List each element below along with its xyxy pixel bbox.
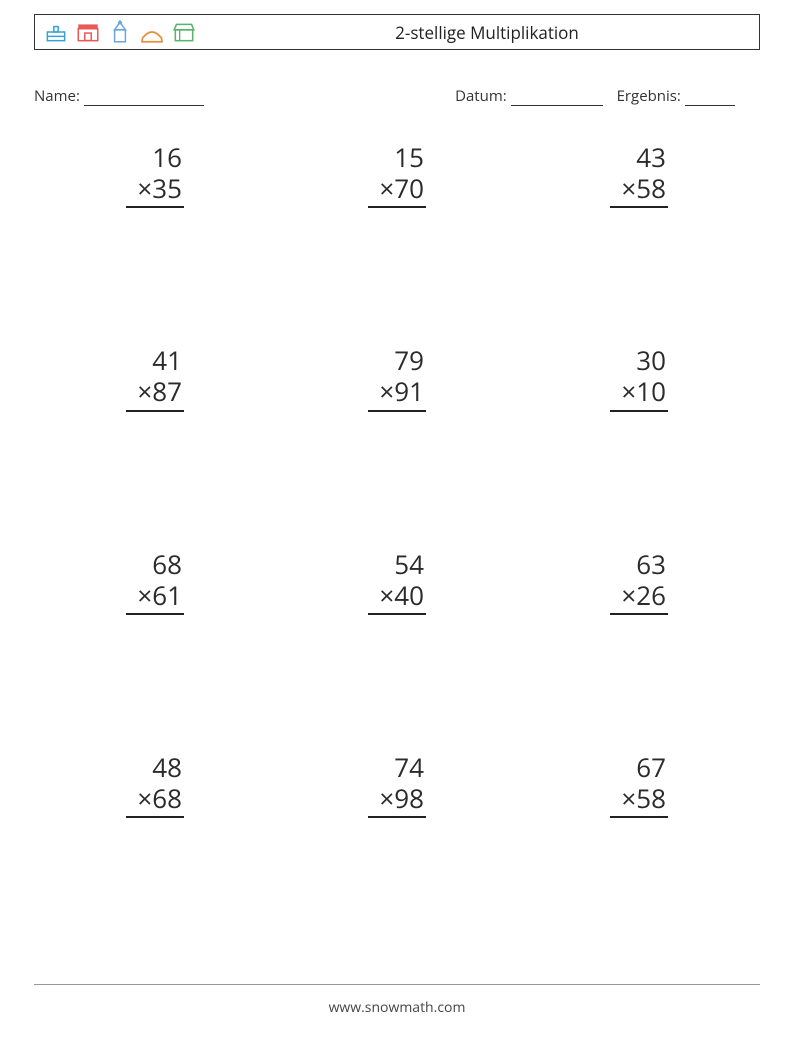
- problems-grid: 16×3515×7043×5841×8779×9130×1068×6154×40…: [34, 130, 760, 943]
- operator: ×: [379, 170, 394, 206]
- multiplicand: 43: [610, 142, 668, 173]
- multiplication-problem: 16×35: [126, 142, 184, 208]
- multiplier: 10: [636, 373, 666, 409]
- problem-cell: 79×91: [276, 333, 518, 536]
- multiplier-row: ×68: [126, 783, 184, 818]
- problem-cell: 16×35: [34, 130, 276, 333]
- problem-cell: 43×58: [518, 130, 760, 333]
- name-label: Name:: [34, 86, 80, 106]
- multiplier-row: ×61: [126, 580, 184, 615]
- problem-cell: 67×58: [518, 740, 760, 943]
- operator: ×: [621, 780, 636, 816]
- operator: ×: [379, 373, 394, 409]
- meta-result: Ergebnis:: [617, 86, 735, 106]
- multiplication-problem: 41×87: [126, 345, 184, 411]
- problem-cell: 15×70: [276, 130, 518, 333]
- meta-name: Name:: [34, 86, 455, 106]
- multiplication-problem: 48×68: [126, 752, 184, 818]
- operator: ×: [137, 780, 152, 816]
- meta-row: Name: Datum: Ergebnis:: [34, 86, 760, 106]
- header-icons: [43, 15, 197, 49]
- multiplier-row: ×26: [610, 580, 668, 615]
- multiplier-row: ×40: [368, 580, 426, 615]
- problem-cell: 68×61: [34, 537, 276, 740]
- multiplication-problem: 30×10: [610, 345, 668, 411]
- multiplication-problem: 43×58: [610, 142, 668, 208]
- operator: ×: [621, 373, 636, 409]
- multiplier: 70: [394, 170, 424, 206]
- multiplicand: 30: [610, 345, 668, 376]
- problem-cell: 30×10: [518, 333, 760, 536]
- store-icon: [171, 19, 197, 45]
- problem-cell: 48×68: [34, 740, 276, 943]
- multiplier: 87: [152, 373, 182, 409]
- multiplier: 98: [394, 780, 424, 816]
- multiplier: 58: [636, 170, 666, 206]
- multiplication-problem: 74×98: [368, 752, 426, 818]
- multiplicand: 68: [126, 549, 184, 580]
- date-blank[interactable]: [511, 90, 603, 106]
- multiplier: 61: [152, 577, 182, 613]
- operator: ×: [379, 780, 394, 816]
- result-blank[interactable]: [685, 90, 735, 106]
- operator: ×: [137, 170, 152, 206]
- building-icon: [43, 19, 69, 45]
- multiplier: 91: [394, 373, 424, 409]
- worksheet-page: 2-stellige Multiplikation Name: Datum: E…: [0, 0, 794, 1053]
- shop-icon: [75, 19, 101, 45]
- problem-cell: 74×98: [276, 740, 518, 943]
- operator: ×: [621, 170, 636, 206]
- multiplication-problem: 68×61: [126, 549, 184, 615]
- operator: ×: [137, 373, 152, 409]
- footer-text: www.snowmath.com: [0, 998, 794, 1017]
- multiplicand: 48: [126, 752, 184, 783]
- operator: ×: [621, 577, 636, 613]
- multiplier: 35: [152, 170, 182, 206]
- problem-cell: 63×26: [518, 537, 760, 740]
- multiplier-row: ×58: [610, 173, 668, 208]
- multiplicand: 74: [368, 752, 426, 783]
- multiplier-row: ×91: [368, 376, 426, 411]
- multiplier-row: ×87: [126, 376, 184, 411]
- church-icon: [107, 19, 133, 45]
- multiplicand: 79: [368, 345, 426, 376]
- problem-cell: 54×40: [276, 537, 518, 740]
- multiplier: 58: [636, 780, 666, 816]
- multiplication-problem: 54×40: [368, 549, 426, 615]
- problem-cell: 41×87: [34, 333, 276, 536]
- multiplier: 26: [636, 577, 666, 613]
- multiplication-problem: 63×26: [610, 549, 668, 615]
- multiplier-row: ×10: [610, 376, 668, 411]
- header-box: 2-stellige Multiplikation: [34, 14, 760, 50]
- multiplier-row: ×98: [368, 783, 426, 818]
- result-label: Ergebnis:: [617, 86, 681, 106]
- operator: ×: [379, 577, 394, 613]
- multiplicand: 54: [368, 549, 426, 580]
- multiplicand: 16: [126, 142, 184, 173]
- multiplier-row: ×58: [610, 783, 668, 818]
- multiplication-problem: 15×70: [368, 142, 426, 208]
- bridge-icon: [139, 19, 165, 45]
- multiplicand: 15: [368, 142, 426, 173]
- multiplicand: 41: [126, 345, 184, 376]
- footer-divider: [34, 984, 760, 985]
- date-label: Datum:: [455, 86, 507, 106]
- multiplication-problem: 67×58: [610, 752, 668, 818]
- multiplier-row: ×35: [126, 173, 184, 208]
- name-blank[interactable]: [84, 90, 204, 106]
- multiplier-row: ×70: [368, 173, 426, 208]
- multiplier: 68: [152, 780, 182, 816]
- operator: ×: [137, 577, 152, 613]
- multiplicand: 63: [610, 549, 668, 580]
- multiplication-problem: 79×91: [368, 345, 426, 411]
- multiplier: 40: [394, 577, 424, 613]
- multiplicand: 67: [610, 752, 668, 783]
- meta-date: Datum:: [455, 86, 603, 106]
